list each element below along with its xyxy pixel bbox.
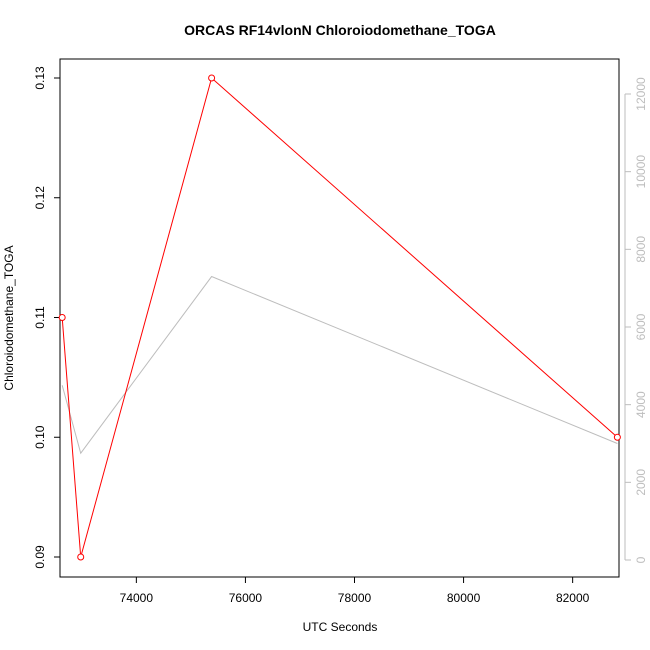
data-point [208, 74, 216, 82]
x-tick-label: 74000 [120, 591, 154, 605]
red-series-line [61, 77, 618, 558]
x-tick-label: 76000 [229, 591, 263, 605]
y2-tick-label: 2000 [634, 469, 648, 496]
series-layer [58, 74, 621, 561]
data-point [77, 553, 85, 561]
y2-tick-label: 10000 [634, 155, 648, 189]
y-tick-label: 0.13 [33, 66, 47, 90]
y-axis-label: Chloroiodomethane_TOGA [2, 245, 16, 390]
data-point [58, 314, 66, 321]
x-tick-label: 80000 [447, 591, 481, 605]
bottom-axis: 74000 76000 78000 80000 82000 [120, 577, 590, 605]
y-tick-label: 0.11 [33, 306, 47, 329]
x-tick-label: 82000 [556, 591, 590, 605]
x-tick-label: 78000 [338, 591, 372, 605]
y2-tick-label: 8000 [634, 236, 648, 263]
y2-tick-label: 4000 [634, 391, 648, 418]
left-axis: 0.09 0.10 0.11 0.12 0.13 [33, 66, 60, 569]
right-axis: 0 2000 4000 6000 8000 10000 12000 [624, 77, 648, 563]
y2-tick-label: 12000 [634, 77, 648, 111]
y-tick-label: 0.09 [33, 545, 47, 569]
x-axis-label: UTC Seconds [303, 620, 378, 634]
plot-frame [59, 58, 620, 578]
y-tick-label: 0.10 [33, 425, 47, 449]
y2-tick-label: 6000 [634, 313, 648, 340]
gray-series-line [61, 275, 618, 455]
chart-title: ORCAS RF14vlonN Chloroiodomethane_TOGA [184, 22, 496, 38]
y-tick-label: 0.12 [33, 186, 47, 210]
y2-tick-label: 0 [634, 556, 648, 563]
data-point [613, 433, 621, 441]
